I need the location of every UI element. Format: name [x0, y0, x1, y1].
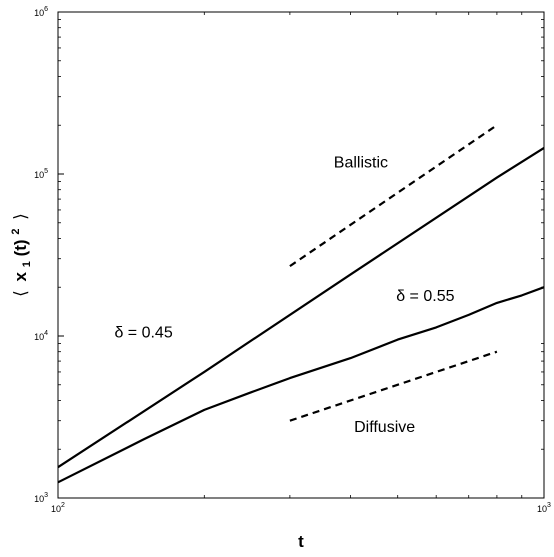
annotation-label-0: Ballistic	[334, 154, 388, 171]
y-axis-title: ⟨ x 1 (t) 2 ⟩	[4, 213, 34, 297]
y-tick-label: 106	[34, 6, 48, 18]
x-axis-title: t	[298, 532, 304, 551]
y-axis-title-sup: 2	[10, 229, 22, 235]
y-tick-label: 105	[34, 168, 48, 180]
series-line-2	[289, 124, 498, 268]
annotation-group: Ballistic δ = 0.55 δ = 0.45 Diffusive	[114, 154, 454, 436]
y-tick-label: 103	[34, 492, 48, 504]
annotation-label-2: δ = 0.45	[114, 324, 172, 341]
x-tick-label: 103	[537, 502, 551, 514]
plot-area	[57, 11, 545, 499]
annotation-label-3: Diffusive	[354, 419, 415, 436]
series-line-3	[289, 350, 498, 422]
y-axis-title-mid: (t)	[11, 239, 30, 256]
x-tick-label: 102	[51, 502, 65, 514]
y-axis-title-left-bracket: ⟨	[11, 290, 30, 297]
series-line-1	[57, 286, 545, 484]
annotation-label-1: δ = 0.55	[396, 288, 454, 305]
y-axis-title-right-bracket: ⟩	[11, 213, 30, 220]
y-axis-title-sub: 1	[21, 261, 33, 267]
series-group	[57, 124, 545, 484]
y-axis-title-base: x	[11, 271, 30, 281]
series-line-0	[57, 146, 545, 469]
y-tick-label: 104	[34, 330, 48, 342]
